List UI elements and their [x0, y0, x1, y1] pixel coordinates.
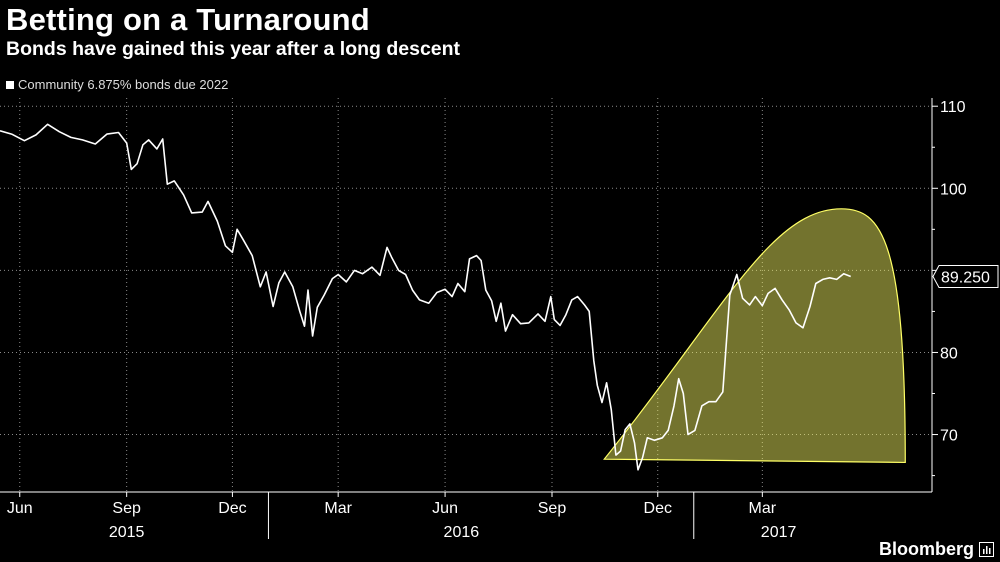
brand-logo: Bloomberg	[879, 539, 994, 560]
legend-label: Community 6.875% bonds due 2022	[18, 77, 229, 92]
x-tick-label: Mar	[324, 500, 352, 517]
bloomberg-terminal-icon	[979, 542, 994, 557]
chart-title: Betting on a Turnaround	[6, 2, 370, 37]
x-tick-label: Dec	[644, 500, 672, 517]
x-tick-label: Jun	[7, 500, 33, 517]
last-value-label: 89.250	[941, 270, 990, 287]
year-label: 2017	[761, 524, 797, 541]
x-tick-label: Sep	[112, 500, 141, 517]
y-tick-label: 80	[940, 345, 958, 362]
legend-swatch	[6, 80, 14, 89]
x-tick-label: Mar	[749, 500, 777, 517]
x-tick-label: Jun	[432, 500, 458, 517]
x-tick-label: Sep	[538, 500, 567, 517]
year-label: 2016	[444, 524, 480, 541]
y-tick-label: 70	[940, 428, 958, 445]
chart-subtitle: Bonds have gained this year after a long…	[6, 38, 461, 60]
brand-name: Bloomberg	[878, 539, 974, 559]
highlight-wedge	[603, 208, 906, 464]
last-value-callout	[932, 265, 999, 289]
series-line	[0, 123, 851, 471]
year-label: 2015	[109, 524, 145, 541]
y-tick-label: 100	[940, 181, 967, 198]
legend: Community 6.875% bonds due 2022	[6, 77, 228, 92]
x-tick-label: Dec	[218, 500, 246, 517]
y-tick-label: 110	[940, 99, 966, 116]
